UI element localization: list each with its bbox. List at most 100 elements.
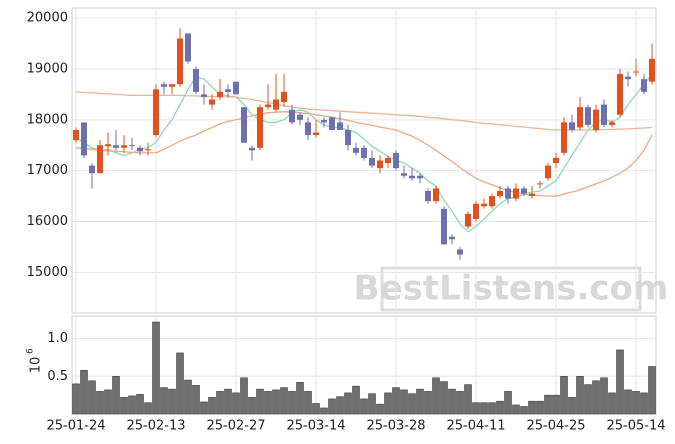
volume-bar [328,398,336,415]
candle-body [585,107,591,125]
candle-body [153,89,159,136]
volume-bar [568,397,576,415]
candle-body [601,104,607,125]
candle-body [401,173,407,176]
volume-bar [520,406,528,415]
candle-body [369,157,375,166]
volume-bar [584,384,592,415]
volume-bar [272,389,280,415]
candle-body [289,109,295,123]
volume-bar [304,391,312,415]
candle-body [233,81,239,95]
volume-bar [504,391,512,415]
candle-body [161,84,167,87]
x-tick-label: 25-02-13 [126,419,185,434]
unit-base: 10 [29,357,44,374]
volume-bar [512,404,520,415]
volume-bar [560,376,568,415]
volume-bar [352,385,360,415]
volume-bar [128,395,136,415]
volume-bar [528,400,536,415]
volume-bar [592,380,600,415]
candle-body [73,130,79,141]
candle-body [217,91,223,97]
candle-body [513,188,519,199]
volume-bar [496,400,504,415]
volume-bar [288,391,296,415]
candle-body [361,147,367,158]
volume-bar [232,392,240,415]
volume-bar [320,407,328,415]
candle-body [105,144,111,147]
candle-body [297,114,303,120]
volume-bar [416,388,424,415]
candle-body [169,84,175,87]
candle-body [417,175,423,179]
volume-bar [256,388,264,415]
candle-body [545,165,551,179]
volume-bar [448,388,456,415]
candle-body [185,33,191,62]
volume-bar [544,394,552,415]
volume-unit: 10 6 [26,348,44,373]
watermark-box [380,266,642,312]
candle-body [633,71,639,73]
volume-bar [632,391,640,415]
volume-bar [168,388,176,415]
y-tick-label: 0.5 [47,369,68,384]
volume-bar [136,394,144,415]
candle-body [257,107,263,148]
volume-bar [200,401,208,415]
y-tick-label: 20000 [27,11,68,26]
volume-bar [344,392,352,415]
candle-body [393,152,399,169]
volume-bar [648,366,656,415]
x-tick-label: 25-02-27 [206,419,265,434]
plot-layer: 15000 16000 17000 18000 19000 20000 0.5 1.010 6 2… [26,7,666,434]
y-tick-label: 15000 [27,265,68,280]
volume-bar [80,369,88,415]
watermark: BestListens.com [354,269,669,309]
candle-body [177,38,183,85]
volume-bar [144,402,152,415]
candle-body [313,132,319,136]
volume-bar [392,387,400,415]
volume-bar [336,396,344,415]
volume-bar [376,403,384,415]
candle-body [201,94,207,97]
candle-body [345,130,351,146]
volume-bar [96,391,104,415]
candle-body [449,236,455,240]
candle-body [433,188,439,202]
volume-bar [488,402,496,415]
volume-bar [424,391,432,415]
volume-bar [464,384,472,415]
candle-body [329,117,335,130]
volume-bar [480,402,488,415]
candle-body [337,122,343,130]
volume-bar [432,377,440,415]
volume-bar [192,385,200,415]
candle-body [425,191,431,202]
volume-bar [152,321,160,415]
volume-bar [72,383,80,415]
candle-body [281,91,287,103]
volume-bar [624,389,632,415]
candle-body [473,203,479,219]
x-tick-label: 25-04-25 [526,419,585,434]
x-tick-label: 25-03-14 [286,419,345,434]
candle-body [625,76,631,80]
volume-bar [400,389,408,415]
candle-body [321,119,327,123]
candle-body [225,89,231,92]
candle-body [241,107,247,143]
volume-bar [176,352,184,415]
volume-bar [248,397,256,415]
candle-body [649,58,655,82]
volume-bar [456,391,464,415]
volume-bar [160,387,168,415]
volume-bar [88,380,96,415]
volume-bar [312,403,320,415]
moving-average-line [75,73,653,233]
